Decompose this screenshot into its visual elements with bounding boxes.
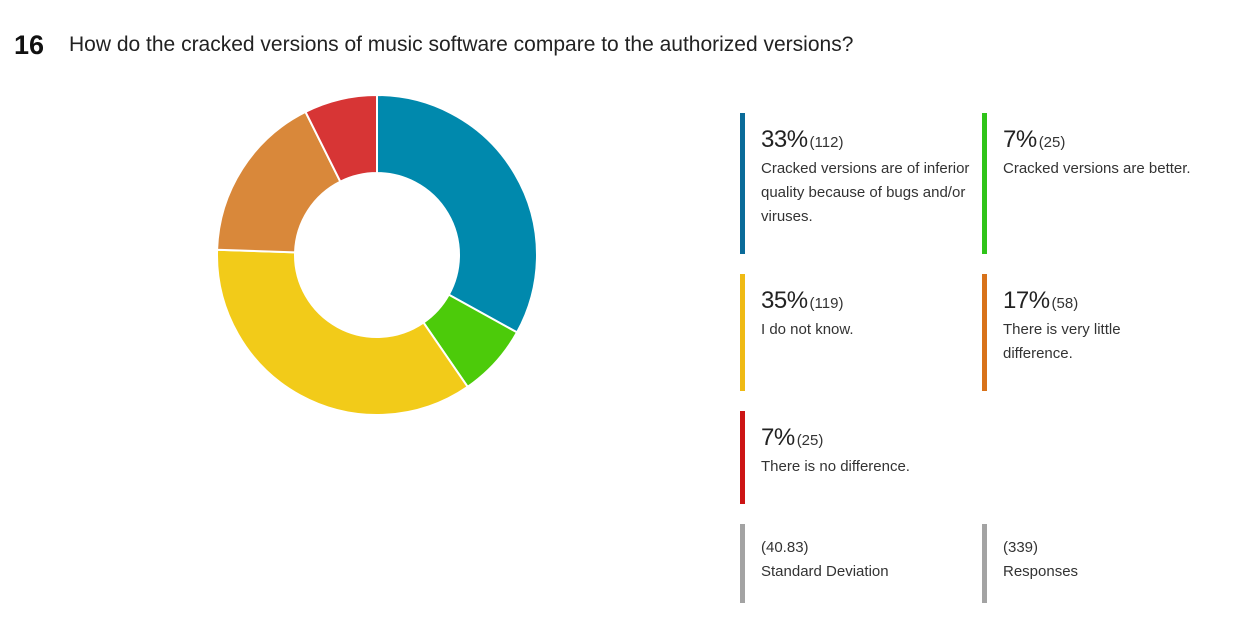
question-number: 16	[14, 30, 45, 60]
legend-count: (25)	[1038, 134, 1066, 151]
legend-count: (119)	[809, 295, 844, 312]
legend-item-inferior: 33% (112) Cracked versions are of inferio…	[740, 113, 971, 254]
stat-value: (40.83)	[761, 539, 809, 556]
stat-label: Responses	[1003, 563, 1079, 580]
donut-slice-0	[376, 93, 538, 334]
legend-color-bar	[740, 411, 745, 504]
legend-count: (25)	[796, 432, 824, 449]
legend-percent: 35%	[761, 287, 808, 314]
question-title: How do the cracked versions of music sof…	[69, 33, 854, 56]
legend-percent: 33%	[761, 126, 808, 153]
legend-percent: 17%	[1003, 287, 1050, 314]
stat-standard-deviation: (40.83) Standard Deviation	[740, 524, 961, 603]
legend-color-bar	[982, 113, 987, 254]
legend-label: There is very little difference.	[1003, 321, 1121, 362]
donut-slice-4	[304, 93, 378, 183]
legend-color-bar	[740, 274, 745, 391]
stat-value: (339)	[1003, 539, 1039, 556]
legend-label: Cracked versions are better.	[1003, 160, 1191, 177]
donut-slice-3	[216, 110, 342, 254]
legend-item-better: 7% (25) Cracked versions are better.	[982, 113, 1233, 254]
legend-label: Cracked versions are of inferior quality…	[761, 160, 970, 225]
stat-color-bar	[982, 524, 987, 603]
legend-item-little-difference: 17% (58) There is very little difference.	[982, 274, 1148, 391]
donut-slice-2	[216, 248, 470, 416]
legend-color-bar	[740, 113, 745, 254]
legend-item-do-not-know: 35% (119) I do not know.	[740, 274, 961, 391]
legend-count: (112)	[809, 134, 844, 151]
legend-color-bar	[982, 274, 987, 391]
legend-item-no-difference: 7% (25) There is no difference.	[740, 411, 961, 504]
legend-percent: 7%	[1003, 126, 1037, 153]
stat-responses: (339) Responses	[982, 524, 1203, 603]
legend-label: There is no difference.	[761, 458, 910, 475]
stat-color-bar	[740, 524, 745, 603]
stat-label: Standard Deviation	[761, 563, 889, 580]
legend-percent: 7%	[761, 424, 795, 451]
legend-count: (58)	[1051, 295, 1079, 312]
legend-label: I do not know.	[761, 321, 854, 338]
